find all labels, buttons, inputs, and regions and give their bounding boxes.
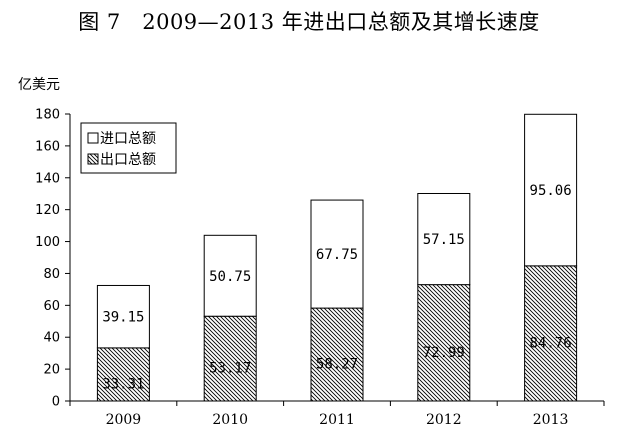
data-label-import-2013: 95.06 bbox=[530, 183, 572, 199]
data-label-export-2009: 33.31 bbox=[102, 376, 144, 392]
data-label-import-2012: 57.15 bbox=[423, 232, 465, 248]
x-tick-label: 2009 bbox=[106, 412, 142, 428]
bar-import-2011 bbox=[310, 199, 364, 309]
y-tick-label: 160 bbox=[35, 139, 60, 154]
x-tick-label: 2011 bbox=[319, 412, 355, 428]
y-tick-label: 60 bbox=[43, 299, 60, 314]
bar-import-2009 bbox=[96, 284, 150, 349]
legend-swatch-export bbox=[87, 153, 99, 165]
data-label-export-2011: 58.27 bbox=[316, 357, 358, 373]
x-tick-label: 2013 bbox=[533, 412, 569, 428]
y-tick-label: 80 bbox=[43, 267, 60, 282]
axes: 0 20 40 60 80 100 120 140 160 180 亿美元 2009 2010 2011 2… bbox=[18, 77, 605, 428]
y-tick-label: 40 bbox=[43, 331, 60, 346]
y-tick-label: 180 bbox=[35, 108, 60, 123]
data-label-export-2010: 53.17 bbox=[209, 361, 251, 377]
x-tick-label: 2010 bbox=[212, 412, 248, 428]
x-tick-label: 2012 bbox=[426, 412, 462, 428]
bar-export-2012 bbox=[417, 284, 471, 402]
bar-export-2011 bbox=[310, 307, 364, 402]
y-tick-label: 0 bbox=[52, 395, 60, 410]
legend-label-export: 出口总额 bbox=[100, 152, 156, 168]
legend-label-import: 进口总额 bbox=[100, 131, 156, 147]
y-tick-label: 20 bbox=[43, 363, 60, 378]
legend-box bbox=[80, 122, 177, 174]
data-label-import-2011: 67.75 bbox=[316, 247, 358, 263]
data-label-export-2013: 84.76 bbox=[530, 335, 572, 351]
bar-export-2010 bbox=[203, 315, 257, 402]
legend-swatch-import bbox=[87, 132, 99, 144]
data-label-import-2010: 50.75 bbox=[209, 269, 251, 285]
y-tick-label: 140 bbox=[35, 171, 60, 186]
bar-export-2013 bbox=[524, 265, 578, 402]
data-label-import-2009: 39.15 bbox=[102, 310, 144, 326]
bar-import-2012 bbox=[417, 192, 471, 286]
y-tick-label: 100 bbox=[35, 235, 60, 250]
bar-export-2009 bbox=[96, 347, 150, 402]
bar-import-2010 bbox=[203, 234, 257, 317]
data-labels: 33.31 39.15 53.17 50.75 58.27 67.75 72.99 57.15… bbox=[102, 183, 571, 392]
bar-import-2013 bbox=[524, 113, 578, 267]
y-axis-label: 亿美元 bbox=[18, 77, 60, 93]
data-label-export-2012: 72.99 bbox=[423, 345, 465, 361]
chart-title: 图 7 2009—2013 年进出口总额及其增长速度 bbox=[78, 10, 540, 34]
bars bbox=[96, 113, 578, 402]
y-tick-label: 120 bbox=[35, 203, 60, 218]
